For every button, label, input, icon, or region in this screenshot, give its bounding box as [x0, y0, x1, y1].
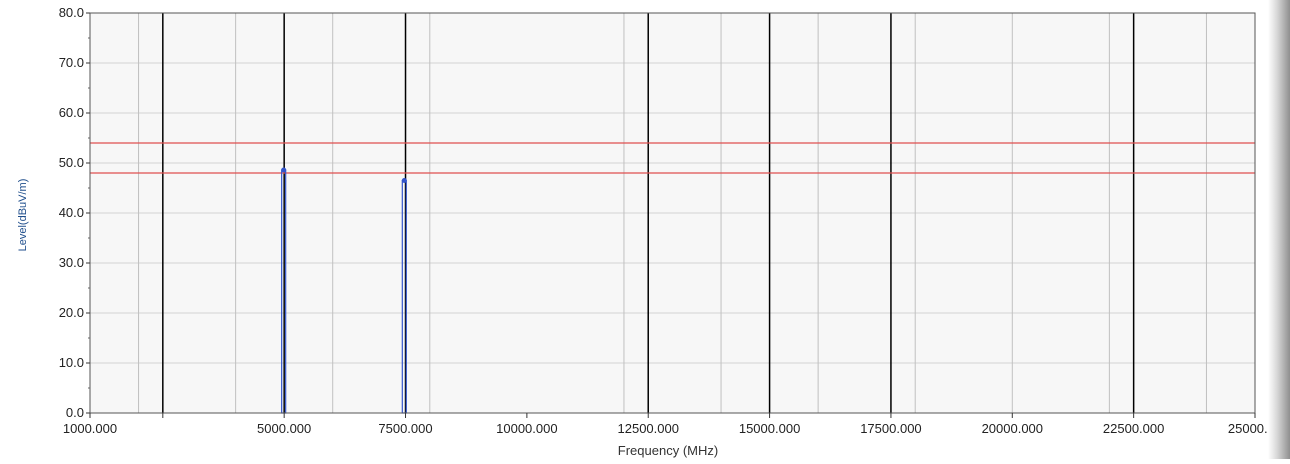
y-tick-label: 10.0: [59, 355, 84, 370]
x-tick-label: 15000.000: [739, 421, 800, 436]
y-tick-label: 50.0: [59, 155, 84, 170]
y-tick-label: 70.0: [59, 55, 84, 70]
x-axis-title: Frequency (MHz): [618, 443, 718, 458]
x-tick-label: 12500.000: [618, 421, 679, 436]
x-tick-label: 22500.000: [1103, 421, 1164, 436]
y-tick-label: 30.0: [59, 255, 84, 270]
x-tick-label: 10000.000: [496, 421, 557, 436]
y-tick-label: 60.0: [59, 105, 84, 120]
x-tick-label: 7500.000: [378, 421, 432, 436]
x-tick-label: 1000.000: [63, 421, 117, 436]
y-tick-label: 0.0: [66, 405, 84, 420]
x-tick-label: 17500.000: [860, 421, 921, 436]
data-point-marker: [281, 167, 287, 173]
data-point-marker: [401, 178, 407, 183]
y-tick-label: 80.0: [59, 5, 84, 20]
x-tick-label: 5000.000: [257, 421, 311, 436]
vertical-scrollbar[interactable]: [1268, 0, 1290, 459]
y-axis-title: Level(dBuV/m): [17, 179, 29, 252]
x-tick-label: 20000.000: [982, 421, 1043, 436]
y-tick-label: 40.0: [59, 205, 84, 220]
y-tick-label: 20.0: [59, 305, 84, 320]
